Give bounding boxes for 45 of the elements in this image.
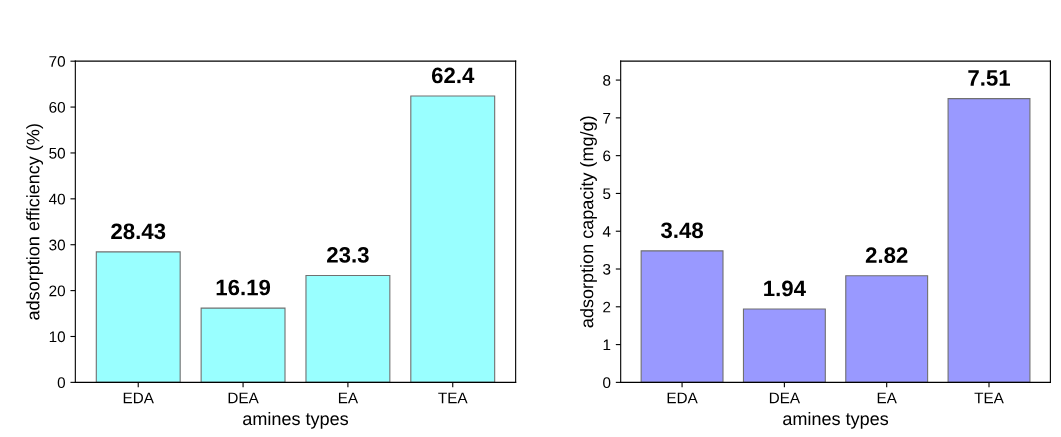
data-label: 28.43: [111, 223, 166, 240]
y-tick-label: 20: [49, 285, 66, 297]
y-tick-label: 8: [603, 74, 611, 86]
bar: [305, 274, 391, 383]
y-tick-label: 3: [603, 263, 611, 275]
bar: [845, 275, 929, 383]
x-tick-label: EDA: [667, 392, 698, 404]
y-axis-title: adsorption capacity (mg/g): [580, 116, 597, 328]
bar: [640, 250, 724, 383]
x-axis-title: amines types: [243, 411, 349, 429]
bar: [200, 307, 286, 383]
y-tick-label: 7: [603, 112, 611, 124]
x-tick-label: TEA: [974, 392, 1004, 404]
data-label: 3.48: [660, 222, 704, 239]
bar: [95, 251, 181, 383]
y-tick-label: 1: [603, 339, 611, 351]
bar: [742, 308, 826, 383]
y-tick-label: 30: [49, 239, 66, 251]
x-tick-label: EA: [877, 392, 897, 404]
x-tick-label: EDA: [123, 392, 154, 404]
y-tick-label: 6: [603, 150, 611, 162]
x-tick-label: DEA: [228, 392, 259, 404]
y-tick-label: 4: [602, 226, 611, 237]
x-tick-label: DEA: [769, 392, 801, 404]
y-tick-label: 2: [603, 301, 611, 313]
y-tick-label: 0: [603, 377, 611, 389]
y-axis-title: adsorption efficiency (%): [26, 124, 44, 320]
y-tick-label: 70: [49, 56, 66, 67]
data-label: 2.82: [865, 247, 908, 264]
y-tick-label: 0: [57, 377, 66, 389]
bar: [410, 95, 496, 383]
y-tick-label: 60: [49, 101, 66, 113]
data-label: 7.51: [968, 70, 1011, 86]
bar: [947, 98, 1031, 383]
y-tick-label: 50: [49, 147, 66, 159]
data-label: 23.3: [327, 247, 369, 263]
data-label: 1.94: [764, 280, 806, 297]
x-tick-label: EA: [338, 392, 359, 404]
x-tick-label: TEA: [438, 392, 468, 404]
x-axis-title: amines types: [783, 411, 889, 429]
y-tick-label: 10: [49, 331, 66, 343]
data-label: 16.19: [216, 279, 271, 296]
y-tick-label: 40: [48, 193, 66, 205]
y-tick-label: 5: [603, 188, 611, 200]
data-label: 62.4: [431, 67, 475, 84]
